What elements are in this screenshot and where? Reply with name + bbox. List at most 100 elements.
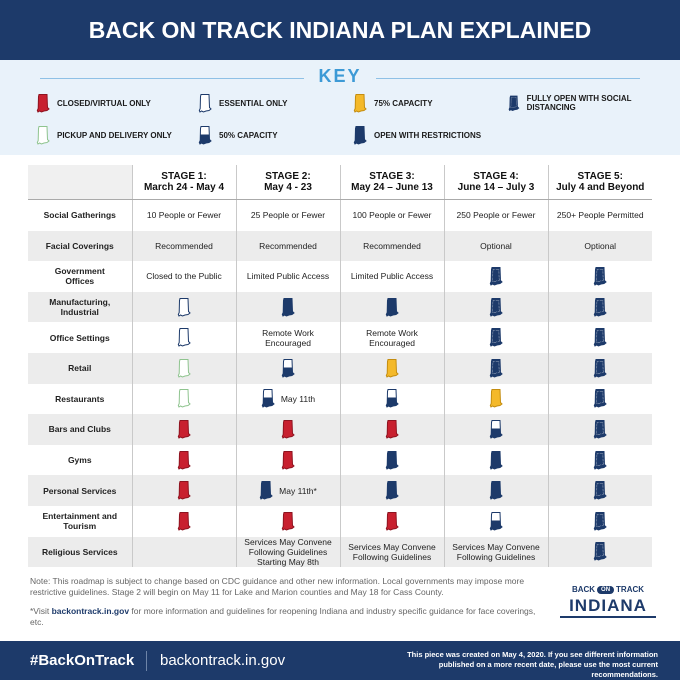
row-label: Personal Services [28,475,132,506]
status-icon [594,419,608,439]
table-cell: Services May Convene Following Guideline… [339,536,444,568]
table-cell: 250+ People Permitted [547,199,652,231]
cell-content [449,419,544,440]
key-item: FULLY OPEN WITH SOCIAL DISTANCING [508,92,656,114]
status-icon [177,389,191,409]
table-cell: 250 People or Fewer [443,199,548,231]
cell-content [553,358,649,379]
cell-text: 250+ People Permitted [556,210,644,221]
footer-url[interactable]: backontrack.in.gov [160,652,286,669]
key-label: ESSENTIAL ONLY [219,98,288,108]
stage-dates: June 14 – July 3 [457,182,535,193]
cell-content [345,419,440,440]
cell-content [137,297,232,318]
cell-content [553,450,649,471]
state-shape [177,450,191,470]
table-cell [547,352,652,384]
cell-content: Remote Work Encouraged [241,328,336,348]
row-label: Retail [28,352,132,384]
status-icon [594,266,608,286]
status-icon [385,389,399,409]
cell-content [553,419,649,440]
cell-content [553,327,649,348]
cell-text: Recommended [259,240,317,251]
status-icon [177,481,191,500]
state-shape [508,95,520,111]
cell-content: Recommended [241,241,336,251]
cell-content: Optional [449,241,544,251]
logo-word: BACK [571,585,596,594]
cell-text: Services May Convene Following Guideline… [348,541,436,562]
note-link[interactable]: backontrack.in.gov [51,606,130,616]
cell-content [241,358,336,379]
status-icon [281,511,295,531]
cell-content [553,297,649,318]
cell-text: Limited Public Access [350,271,434,282]
status-icon [385,358,399,378]
table-cell [235,352,340,384]
table-cell [339,505,444,537]
state-shape [594,419,608,439]
status-icon [385,511,399,531]
cell-content [553,266,649,287]
key-title-text: KEY [304,66,376,86]
table-row: Social Gatherings 10 People or Fewer 25 Pe… [28,199,652,231]
logo-top: BACK ON TRACK [560,585,656,594]
table-cell [547,322,652,353]
cell-text: Recommended [155,240,213,251]
table-row: Government Offices Closed to the Public Li… [28,261,652,292]
cell-content: Services May Convene Following Guideline… [449,542,544,562]
cell-text: Remote Work Encouraged [366,327,418,348]
key-item: ESSENTIAL ONLY [198,92,353,114]
state-shape [489,328,503,347]
status-icon [177,328,191,347]
stage-dates: July 4 and Beyond [556,182,645,193]
state-shape [36,93,50,113]
cell-text: Remote Work Encouraged [262,327,314,348]
note: *Visit backontrack.in.gov for more infor… [30,606,550,628]
stage-header: STAGE 1: March 24 - May 4 [131,165,236,200]
table-cell: Services May Convene Following Guideline… [235,536,340,568]
stage-dates: May 24 – June 13 [351,182,433,193]
table-cell: Recommended [339,230,444,262]
cell-content [449,266,544,287]
table-cell: Optional [443,230,548,262]
state-shape [261,389,275,409]
note-text: *Visit [30,606,52,616]
state-shape [489,481,503,500]
status-icon [489,481,503,500]
state-shape [594,481,608,500]
stage-header: STAGE 4: June 14 – July 3 [443,165,548,200]
key-label: OPEN WITH RESTRICTIONS [374,130,482,140]
status-icon [198,93,212,113]
row-label: Restaurants [55,393,105,404]
cell-content [241,297,336,318]
state-shape [385,450,399,470]
status-icon [385,419,399,439]
state-shape [259,481,273,500]
cell-content: Recommended [345,241,440,251]
cell-content [553,480,649,501]
status-icon [177,358,191,378]
table-cell [131,444,236,476]
notes: Note: This roadmap is subject to change … [30,576,550,636]
table-body: Social Gatherings 10 People or Fewer 25 Pe… [28,199,652,568]
state-shape [177,481,191,500]
table-cell [443,383,548,415]
key-label: 50% CAPACITY [219,130,278,140]
stage-dates: March 24 - May 4 [143,182,225,193]
table-cell: Recommended [131,230,236,262]
status-icon [385,481,399,500]
status-icon [594,511,608,531]
divider [146,651,147,671]
cell-content: Limited Public Access [345,271,440,281]
table-cell [547,414,652,445]
status-icon [36,93,50,113]
state-shape [594,328,608,347]
stage-header: STAGE 5: July 4 and Beyond [547,165,652,200]
state-shape [489,297,503,317]
table-cell [131,475,236,506]
table-cell [443,352,548,384]
table-cell [547,261,652,292]
